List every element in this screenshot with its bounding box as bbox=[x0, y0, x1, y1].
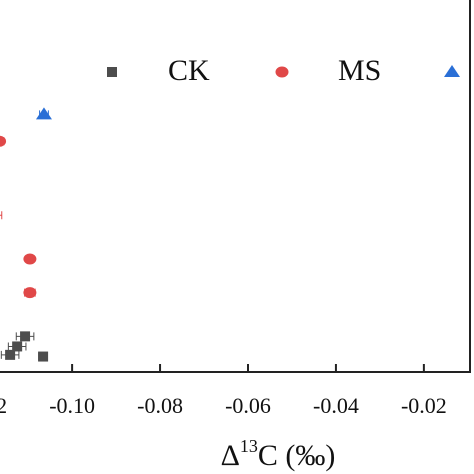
x-tick-label: -0.08 bbox=[137, 393, 183, 418]
point bbox=[0, 135, 7, 147]
legend-marker bbox=[107, 67, 117, 77]
point bbox=[23, 253, 37, 265]
point bbox=[5, 349, 16, 360]
x-tick-label: -0.10 bbox=[49, 393, 95, 418]
point bbox=[20, 331, 31, 342]
x-tick-label: -0.04 bbox=[313, 393, 359, 418]
x-axis-sup: 13 bbox=[240, 436, 258, 456]
point bbox=[23, 287, 37, 299]
error-bar bbox=[0, 211, 3, 220]
x-tick-label: -0.02 bbox=[401, 393, 447, 418]
legend-label: CK bbox=[168, 54, 210, 87]
legend-marker bbox=[444, 65, 460, 77]
legend-marker bbox=[275, 66, 289, 78]
x-tick-label: -0.06 bbox=[225, 393, 271, 418]
point bbox=[35, 107, 52, 120]
x-axis-symbol: Δ bbox=[221, 439, 240, 472]
x-tick-label: -0.12 bbox=[0, 393, 7, 418]
point bbox=[38, 351, 49, 362]
x-axis-title: Δ13C (‰) bbox=[221, 436, 336, 472]
legend-label: MS bbox=[338, 54, 381, 87]
x-axis-rest: C (‰) bbox=[258, 439, 336, 472]
point bbox=[12, 341, 23, 352]
